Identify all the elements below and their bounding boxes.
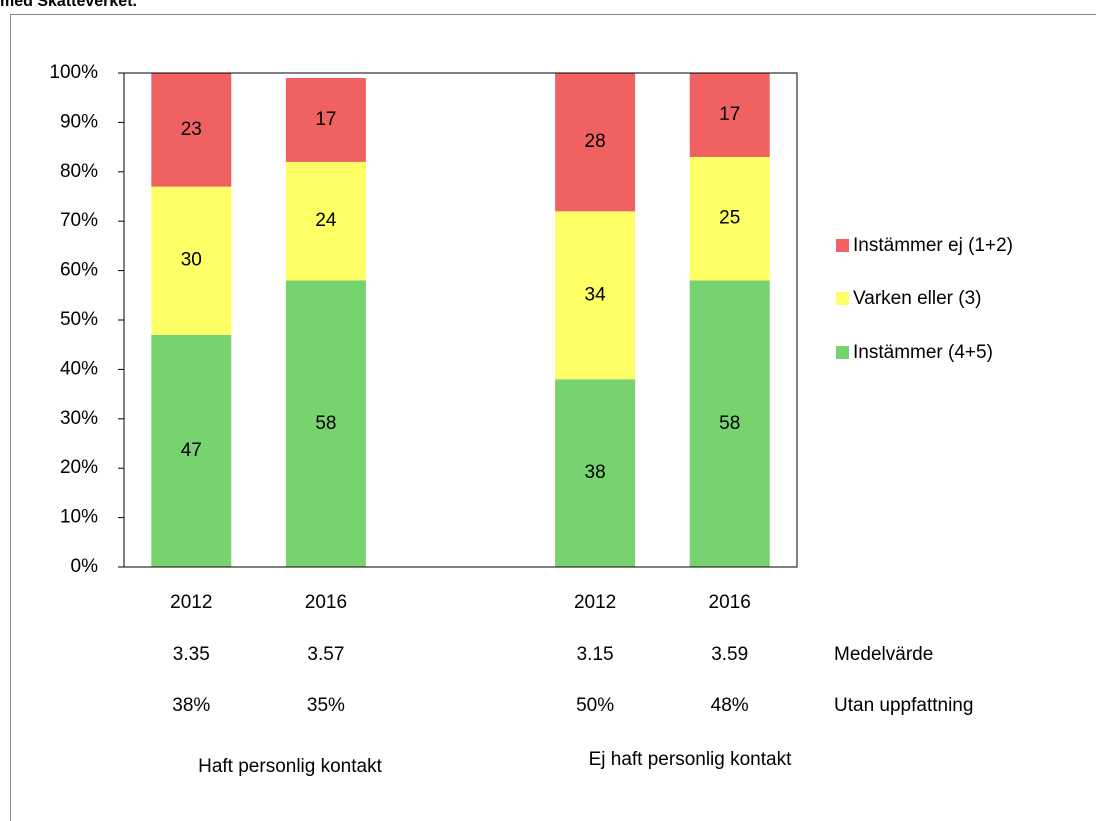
y-tick-label: 100% (49, 62, 98, 83)
y-tick-label: 10% (60, 507, 98, 528)
bar-segment (689, 73, 770, 157)
data-label: 28 (585, 131, 606, 152)
bar-segment (151, 73, 232, 187)
y-tick-label: 80% (60, 161, 98, 182)
legend-swatch (836, 346, 849, 359)
bar-segment (285, 161, 366, 281)
y-tick-label: 70% (60, 210, 98, 231)
data-label: 38 (585, 462, 606, 483)
bar-segment (689, 156, 770, 281)
row-value: 3.15 (577, 644, 614, 665)
y-tick-label: 60% (60, 260, 98, 281)
data-label: 17 (719, 104, 740, 125)
data-label: 25 (719, 208, 740, 229)
bar-segment (285, 77, 366, 162)
bar-segment (151, 334, 232, 567)
y-tick-label: 40% (60, 358, 98, 379)
data-label: 23 (181, 119, 202, 140)
row-value: 35% (307, 695, 345, 716)
bar-segment (151, 186, 232, 335)
x-tick-label: 2016 (709, 592, 751, 613)
y-tick-label: 50% (60, 309, 98, 330)
row-value: 3.35 (173, 644, 210, 665)
bar-segment (285, 280, 366, 567)
row-value: 48% (711, 695, 749, 716)
row-value: 3.59 (711, 644, 748, 665)
legend-label: Instämmer (4+5) (853, 342, 993, 363)
y-tick-label: 90% (60, 111, 98, 132)
chart-title: med Skatteverket. (0, 0, 137, 10)
data-label: 30 (181, 250, 202, 271)
row-value: 3.57 (307, 644, 344, 665)
bar-segment (555, 73, 636, 212)
row-label: Medelvärde (834, 644, 933, 665)
row-value: 50% (576, 695, 614, 716)
group-label: Ej haft personlig kontakt (589, 749, 793, 770)
legend-label: Instämmer ej (1+2) (853, 235, 1013, 256)
x-tick-label: 2012 (574, 592, 616, 613)
data-label: 58 (719, 413, 740, 434)
group-label: Haft personlig kontakt (198, 756, 382, 777)
data-label: 34 (585, 284, 607, 305)
row-label: Utan uppfattning (834, 695, 973, 716)
x-tick-label: 2016 (305, 592, 347, 613)
data-label: 47 (181, 440, 202, 461)
legend-swatch (836, 292, 849, 305)
y-tick-label: 20% (60, 457, 98, 478)
data-label: 17 (315, 109, 336, 130)
y-tick-label: 0% (71, 556, 99, 577)
data-label: 58 (315, 413, 336, 434)
x-tick-label: 2012 (170, 592, 212, 613)
legend-label: Varken eller (3) (853, 288, 981, 309)
bar-segment (689, 280, 770, 567)
y-tick-label: 30% (60, 408, 98, 429)
row-value: 38% (172, 695, 210, 716)
plot-frame (123, 72, 798, 568)
bar-segment (555, 379, 636, 567)
legend-swatch (836, 239, 849, 252)
bar-segment (555, 211, 636, 380)
data-label: 24 (315, 210, 337, 231)
chart-border (10, 14, 1096, 821)
